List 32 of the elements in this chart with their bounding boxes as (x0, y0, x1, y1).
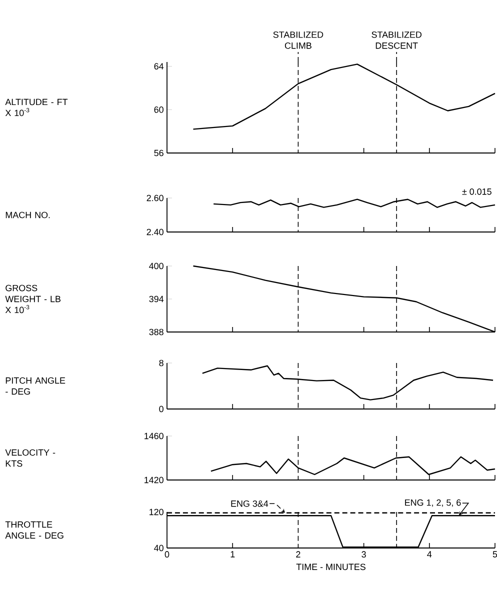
legend-label: ENG 3&4 (231, 500, 268, 507)
x-tick-label: 0 (164, 551, 170, 558)
y-tick-label: 2.40 (146, 228, 164, 236)
y-tick-label: 120 (150, 508, 164, 516)
legend-label: ENG 1, 2, 5, 6 (405, 499, 461, 507)
y-tick-label: 64 (154, 63, 164, 70)
y-axis-title: THROTTLE ANGLE - DEG (5, 521, 64, 539)
x-tick-label: 4 (427, 551, 432, 558)
y-tick-label: 8 (159, 360, 164, 366)
y-tick-label: 394 (149, 296, 164, 302)
y-tick-label: 2.60 (146, 194, 164, 202)
y-tick-label: 56 (154, 150, 164, 156)
y-tick-label: 388 (149, 328, 164, 336)
y-tick-label: 1460 (144, 432, 164, 440)
x-tick-label: 3 (362, 551, 366, 558)
y-tick-label: 400 (149, 262, 164, 270)
y-axis-title: GROSS WEIGHT - LB X 10$^{-3}$ (5, 284, 61, 314)
y-tick-label: 1420 (144, 476, 164, 484)
y-tick-label: 0 (159, 406, 164, 412)
x-axis-title: TIME - MINUTES (296, 564, 366, 570)
x-tick-label: 5 (492, 551, 497, 558)
x-tick-label: 1 (230, 551, 235, 558)
ref-line-label: STABILIZED CLIMB (273, 32, 324, 49)
x-tick-label: 2 (296, 551, 300, 558)
y-axis-title: PITCH ANGLE - DEG (6, 377, 66, 395)
y-tick-label: 60 (154, 106, 164, 113)
text: ± 0.015 (462, 188, 492, 195)
y-axis-title: ALTITUDE - FT X 10$^{-3}$ (5, 98, 68, 116)
y-axis-title: VELOCITY - KTS (5, 449, 56, 467)
y-axis-title: MACH NO. (6, 212, 50, 218)
y-tick-label: 40 (154, 544, 164, 552)
ref-line-label: STABILIZED DESCENT (372, 32, 422, 49)
